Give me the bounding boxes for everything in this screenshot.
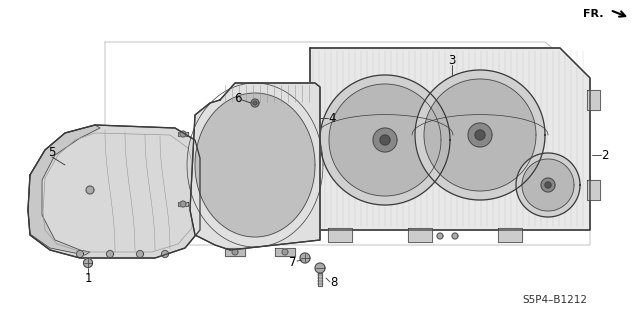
Text: 8: 8 [330, 276, 338, 290]
Polygon shape [28, 125, 200, 258]
Polygon shape [178, 132, 188, 136]
Polygon shape [498, 228, 522, 242]
Polygon shape [545, 182, 551, 188]
Polygon shape [251, 99, 259, 107]
Polygon shape [415, 70, 545, 200]
Polygon shape [315, 263, 325, 273]
Polygon shape [161, 251, 168, 258]
Polygon shape [86, 186, 94, 194]
Polygon shape [253, 101, 257, 105]
Polygon shape [136, 251, 143, 258]
Polygon shape [373, 128, 397, 152]
Text: 4: 4 [328, 111, 336, 124]
Polygon shape [232, 249, 238, 255]
Text: 2: 2 [601, 148, 609, 162]
Polygon shape [83, 259, 93, 268]
Polygon shape [318, 273, 322, 286]
Polygon shape [328, 228, 352, 242]
Polygon shape [468, 123, 492, 147]
Polygon shape [190, 83, 320, 250]
Polygon shape [28, 125, 100, 255]
Polygon shape [452, 233, 458, 239]
Polygon shape [587, 90, 600, 110]
Polygon shape [516, 153, 580, 217]
Polygon shape [310, 48, 590, 230]
Text: S5P4–B1212: S5P4–B1212 [522, 295, 588, 305]
Polygon shape [300, 253, 310, 263]
Text: 1: 1 [84, 271, 92, 284]
Polygon shape [308, 162, 315, 178]
Polygon shape [380, 135, 390, 145]
Polygon shape [275, 248, 295, 256]
Polygon shape [195, 93, 315, 237]
Polygon shape [178, 202, 188, 206]
Polygon shape [320, 75, 450, 205]
Polygon shape [225, 248, 245, 256]
Polygon shape [106, 251, 113, 258]
Polygon shape [282, 249, 288, 255]
Polygon shape [408, 228, 432, 242]
Polygon shape [180, 131, 186, 137]
Polygon shape [77, 251, 83, 258]
Polygon shape [522, 159, 574, 211]
Text: 3: 3 [448, 53, 456, 67]
Polygon shape [180, 201, 186, 207]
Polygon shape [587, 180, 600, 200]
Polygon shape [308, 127, 315, 143]
Polygon shape [475, 130, 485, 140]
Text: 6: 6 [234, 92, 242, 105]
Text: FR.: FR. [582, 9, 603, 19]
Polygon shape [541, 178, 555, 192]
Text: 7: 7 [289, 255, 297, 268]
Polygon shape [329, 84, 441, 196]
Polygon shape [424, 79, 536, 191]
Polygon shape [437, 233, 443, 239]
Text: 5: 5 [48, 146, 56, 158]
